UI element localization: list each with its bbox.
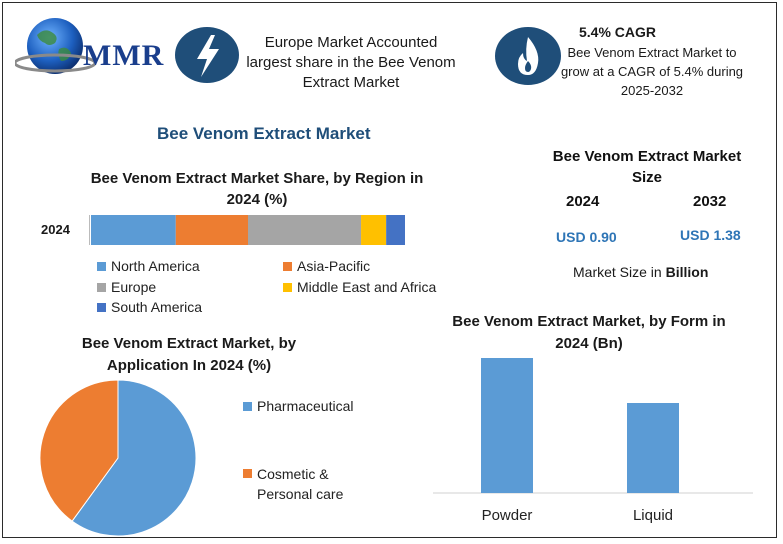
cagr-title: 5.4% CAGR <box>579 24 657 40</box>
cagr-text: Bee Venom Extract Market to grow at a CA… <box>560 45 744 98</box>
year-2024-label: 2024 <box>566 193 600 210</box>
legend-label: Middle East and Africa <box>297 279 437 295</box>
region-segment-middle-east-and-africa <box>361 215 387 245</box>
legend-label: North America <box>111 258 200 274</box>
region-segment-south-america <box>386 215 405 245</box>
legend-swatch <box>97 262 106 271</box>
market-size-unit-note: Market Size in Billion <box>573 264 708 280</box>
region-baseline <box>89 215 90 245</box>
form-chart-title: Bee Venom Extract Market, by Form in 202… <box>452 313 726 352</box>
region-category-label: 2024 <box>41 222 70 237</box>
region-legend-south-america: South America <box>97 299 202 315</box>
pie-legend-label-pharmaceutical: Pharmaceutical <box>257 398 354 414</box>
flame-icon-badge <box>495 27 561 85</box>
pie-legend-label-cosmetic: Cosmetic & Personal care <box>257 466 344 502</box>
infographic-frame: MMR Europe Market Accounted largest shar… <box>2 2 777 538</box>
form-tick-label-powder: Powder <box>482 507 533 524</box>
form-bar-chart: Powder Liquid <box>433 358 753 524</box>
pie-slice-cosmetic-personal-care <box>39 379 119 522</box>
main-title: Bee Venom Extract Market <box>157 124 371 143</box>
legend-swatch <box>283 283 292 292</box>
pie-legend-cosmetic: Cosmetic & Personal care <box>243 464 353 504</box>
legend-swatch <box>97 303 106 312</box>
region-legend-middle-east-and-africa: Middle East and Africa <box>283 279 436 295</box>
legend-swatch <box>283 262 292 271</box>
unit-note-bold: Billion <box>665 264 709 280</box>
cosmetic-swatch <box>243 469 252 478</box>
legend-label: Europe <box>111 279 157 295</box>
pharmaceutical-swatch <box>243 402 252 411</box>
globe-icon <box>13 18 97 74</box>
unit-note-prefix: Market Size in <box>573 264 666 280</box>
lightning-bolt-icon <box>197 35 219 77</box>
form-bar-liquid <box>627 403 679 493</box>
year-2032-label: 2032 <box>693 193 727 210</box>
legend-label: South America <box>111 299 203 315</box>
form-tick-label-liquid: Liquid <box>633 507 673 524</box>
region-legend-asia-pacific: Asia-Pacific <box>283 258 370 274</box>
region-chart-title: Bee Venom Extract Market Share, by Regio… <box>90 170 424 208</box>
pie-legend-pharmaceutical: Pharmaceutical <box>243 398 354 414</box>
region-segment-asia-pacific <box>175 215 248 245</box>
region-segment-europe <box>248 215 362 245</box>
mmr-logo: MMR <box>13 13 165 83</box>
pie-slice-pharmaceutical <box>71 379 197 537</box>
value-2032: USD 1.38 <box>680 227 741 243</box>
flame-icon <box>518 37 539 75</box>
region-stacked-bar <box>89 215 405 245</box>
legend-swatch <box>97 283 106 292</box>
application-chart-title: Bee Venom Extract Market, by Application… <box>81 335 297 374</box>
region-legend-europe: Europe <box>97 279 156 295</box>
region-segment-north-america <box>91 215 176 245</box>
lightning-icon-badge <box>175 27 239 83</box>
highlight-text-1: Europe Market Accounted largest share in… <box>246 34 456 91</box>
application-pie-chart <box>39 379 197 537</box>
form-bar-powder <box>481 358 533 493</box>
legend-label: Asia-Pacific <box>297 258 371 274</box>
value-2024: USD 0.90 <box>556 229 617 245</box>
market-size-title: Bee Venom Extract Market Size <box>552 148 742 186</box>
logo-text: MMR <box>83 39 165 72</box>
region-legend-north-america: North America <box>97 258 200 274</box>
